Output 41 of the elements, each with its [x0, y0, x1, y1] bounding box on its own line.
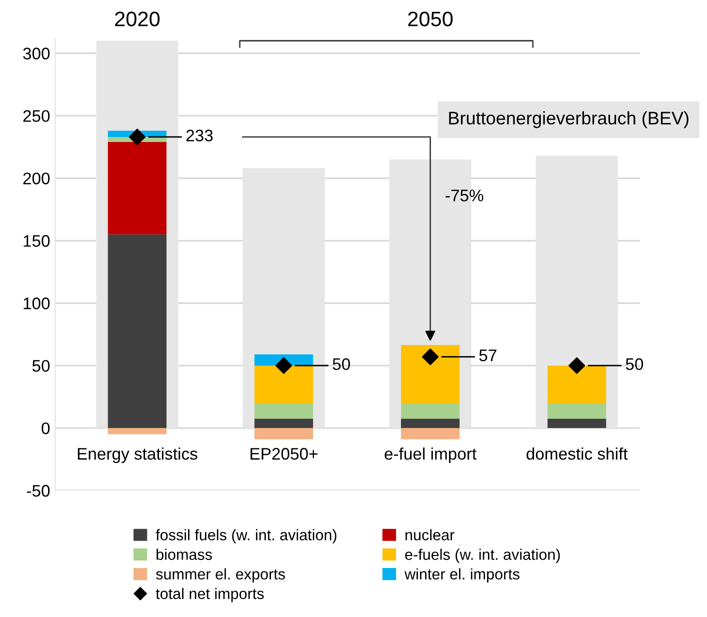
bar: [254, 366, 314, 404]
series-label: Bruttoenergieverbrauch (BEV): [449, 111, 688, 128]
legend-label: fossil fuels (w. int. aviation): [156, 529, 336, 544]
x-tick-label: Energy statistics: [78, 447, 198, 464]
y-tick-label: 50: [32, 360, 50, 372]
annotation: -75%: [446, 190, 484, 202]
bar: [400, 418, 460, 428]
bar: [548, 418, 606, 428]
y-tick-label: 200: [23, 172, 50, 184]
data-label: 50: [626, 358, 644, 370]
data-label: 50: [332, 358, 350, 370]
legend-label: winter el. imports: [404, 568, 520, 583]
bar: [108, 428, 167, 434]
x-tick-label: domestic shift: [526, 447, 628, 460]
legend-label: total net imports: [156, 588, 264, 602]
data-label: 233: [186, 130, 213, 142]
legend-label: summer el. exports: [156, 568, 285, 583]
bar: [254, 403, 314, 419]
x-tick-label: e-fuel import: [384, 447, 476, 464]
bar: [254, 418, 314, 428]
bar: [400, 428, 460, 440]
bar: [548, 366, 606, 404]
y-tick-label: 100: [24, 298, 50, 310]
y-tick-label: -50: [26, 484, 50, 497]
y-tick-label: 0: [42, 422, 50, 434]
bar: [108, 142, 167, 234]
legend-label: nuclear: [406, 529, 454, 540]
y-tick-label: 250: [23, 110, 50, 122]
y-tick-label: 150: [24, 235, 50, 247]
data-label: 57: [479, 350, 496, 362]
legend-label: e-fuels (w. int. aviation): [405, 548, 560, 563]
bar: [254, 428, 314, 440]
text: 2020: [115, 12, 160, 26]
bar: [400, 403, 460, 419]
bar: [400, 344, 460, 404]
y-tick-label: 300: [23, 48, 50, 60]
x-tick-label: EP2050+: [250, 448, 318, 460]
legend-label: biomass: [156, 548, 212, 560]
bar: [548, 403, 606, 419]
text: 2050: [408, 12, 453, 26]
bar: [108, 234, 167, 428]
